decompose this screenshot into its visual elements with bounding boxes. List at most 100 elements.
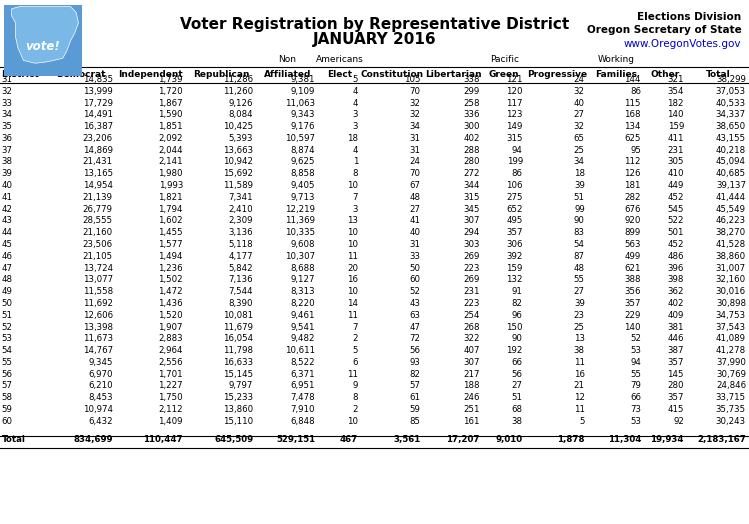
Text: 6,951: 6,951 [291, 381, 315, 390]
Text: 7,478: 7,478 [291, 394, 315, 402]
Text: 58: 58 [1, 394, 13, 402]
Text: 32,160: 32,160 [716, 276, 746, 285]
Text: 37,990: 37,990 [716, 358, 746, 367]
Text: 117: 117 [506, 99, 523, 107]
Text: 12: 12 [574, 394, 585, 402]
Text: 16: 16 [574, 370, 585, 379]
Text: 9,405: 9,405 [291, 181, 315, 190]
Text: 280: 280 [667, 381, 684, 390]
Text: 269: 269 [464, 276, 480, 285]
Text: 338: 338 [464, 75, 480, 84]
Text: 31: 31 [409, 134, 420, 143]
Text: Green: Green [489, 70, 520, 79]
Text: 95: 95 [630, 146, 641, 155]
Text: 258: 258 [464, 99, 480, 107]
Text: 132: 132 [506, 276, 523, 285]
Text: 140: 140 [667, 111, 684, 119]
Text: 51: 51 [574, 193, 585, 202]
Text: 161: 161 [464, 417, 480, 426]
Text: 8: 8 [353, 394, 358, 402]
Text: 495: 495 [506, 216, 523, 225]
Text: 61: 61 [409, 394, 420, 402]
Text: 246: 246 [464, 394, 480, 402]
Text: 9,127: 9,127 [291, 276, 315, 285]
Text: 9,109: 9,109 [291, 87, 315, 96]
Text: 7,910: 7,910 [291, 405, 315, 414]
Text: 467: 467 [340, 435, 358, 444]
Text: 356: 356 [625, 287, 641, 296]
Text: 34,753: 34,753 [716, 311, 746, 320]
Text: 51: 51 [512, 394, 523, 402]
Text: JANUARY 2016: JANUARY 2016 [312, 32, 437, 48]
Text: 2,183,167: 2,183,167 [697, 435, 746, 444]
Text: 4: 4 [353, 146, 358, 155]
Text: 15,233: 15,233 [223, 394, 253, 402]
Text: 23: 23 [574, 311, 585, 320]
Text: 48: 48 [409, 193, 420, 202]
Text: 5: 5 [353, 75, 358, 84]
Text: 192: 192 [506, 346, 523, 355]
Text: 87: 87 [574, 252, 585, 261]
Text: 6,371: 6,371 [291, 370, 315, 379]
Text: 46,223: 46,223 [716, 216, 746, 225]
Text: 11: 11 [574, 358, 585, 367]
Text: 10,307: 10,307 [285, 252, 315, 261]
Text: 35,735: 35,735 [716, 405, 746, 414]
Text: 3,136: 3,136 [228, 228, 253, 237]
Text: 52: 52 [409, 287, 420, 296]
Text: 11: 11 [348, 311, 358, 320]
Text: 13,165: 13,165 [82, 169, 113, 178]
Text: 53: 53 [1, 334, 13, 343]
Text: 11,260: 11,260 [223, 87, 253, 96]
Text: 126: 126 [625, 169, 641, 178]
Text: 14,954: 14,954 [82, 181, 113, 190]
Text: 294: 294 [464, 228, 480, 237]
Text: 9,797: 9,797 [229, 381, 253, 390]
Text: 251: 251 [464, 405, 480, 414]
Text: 6,210: 6,210 [88, 381, 113, 390]
Text: 30,769: 30,769 [716, 370, 746, 379]
Text: 85: 85 [409, 417, 420, 426]
Text: Independent: Independent [118, 70, 184, 79]
Text: 1,993: 1,993 [159, 181, 183, 190]
Text: 21,160: 21,160 [82, 228, 113, 237]
Text: 231: 231 [667, 146, 684, 155]
Text: 11: 11 [348, 370, 358, 379]
Text: 27: 27 [574, 111, 585, 119]
Text: 36: 36 [1, 134, 13, 143]
Text: 41,444: 41,444 [716, 193, 746, 202]
Text: 199: 199 [506, 158, 523, 167]
Text: 9,625: 9,625 [291, 158, 315, 167]
Text: 110,447: 110,447 [143, 435, 183, 444]
Text: 5,118: 5,118 [228, 240, 253, 249]
Text: 2: 2 [353, 334, 358, 343]
Text: 15,110: 15,110 [223, 417, 253, 426]
Text: 16,387: 16,387 [82, 122, 113, 131]
Text: 27: 27 [512, 381, 523, 390]
Text: 645,509: 645,509 [214, 435, 253, 444]
Text: 407: 407 [464, 346, 480, 355]
Text: 25: 25 [574, 146, 585, 155]
Text: 13,663: 13,663 [223, 146, 253, 155]
Text: 1,851: 1,851 [158, 122, 183, 131]
Text: 40,685: 40,685 [716, 169, 746, 178]
Text: 452: 452 [667, 193, 684, 202]
Text: 10,597: 10,597 [285, 134, 315, 143]
Text: 13,077: 13,077 [82, 276, 113, 285]
Text: 83: 83 [574, 228, 585, 237]
Text: 1,236: 1,236 [158, 264, 183, 272]
Text: 3: 3 [353, 122, 358, 131]
Text: 322: 322 [464, 334, 480, 343]
Text: 73: 73 [630, 405, 641, 414]
Text: 94: 94 [512, 146, 523, 155]
Text: 32: 32 [574, 122, 585, 131]
Text: 522: 522 [667, 216, 684, 225]
Text: 38: 38 [512, 417, 523, 426]
Text: 24: 24 [574, 75, 585, 84]
Text: Americans: Americans [316, 55, 364, 64]
Text: 41,528: 41,528 [716, 240, 746, 249]
Text: 1,472: 1,472 [158, 287, 183, 296]
Text: 8: 8 [353, 169, 358, 178]
Text: 55: 55 [574, 276, 585, 285]
Text: 6: 6 [353, 358, 358, 367]
